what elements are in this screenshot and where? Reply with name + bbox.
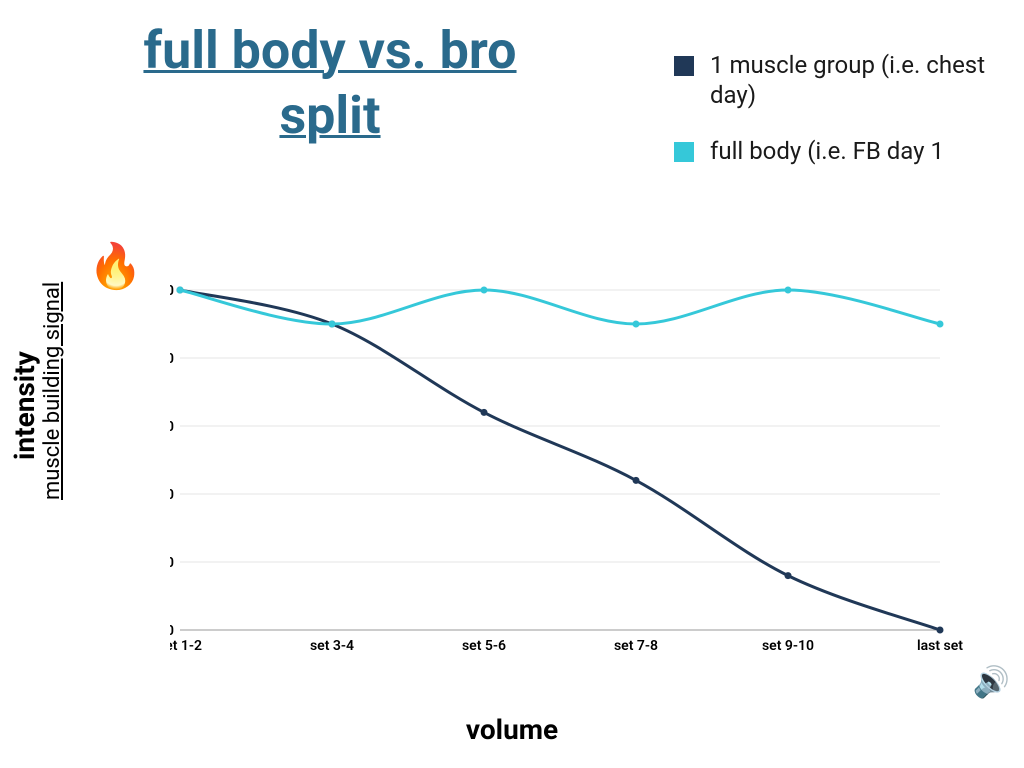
x-tick-label: set 9-10 xyxy=(762,638,814,654)
x-tick-label: last set xyxy=(917,638,963,654)
legend: 1 muscle group (i.e. chest day) full body… xyxy=(674,50,994,192)
y-tick-label: 20 xyxy=(170,487,174,503)
y-tick-label: 30 xyxy=(170,419,174,435)
y-axis-subtitle: muscle building signal xyxy=(40,282,65,500)
full-body-series-marker xyxy=(177,287,184,294)
legend-label: full body (i.e. FB day 1 xyxy=(710,136,944,166)
x-tick-label: set 1-2 xyxy=(170,638,202,654)
y-tick-label: 10 xyxy=(170,555,174,571)
bro-split-series-marker xyxy=(633,477,640,484)
x-tick-label: set 7-8 xyxy=(614,638,658,654)
legend-item: 1 muscle group (i.e. chest day) xyxy=(674,50,994,110)
bro-split-series-marker xyxy=(481,409,488,416)
x-tick-label: set 5-6 xyxy=(462,638,506,654)
y-tick-label: 40 xyxy=(170,351,174,367)
legend-label: 1 muscle group (i.e. chest day) xyxy=(710,50,994,110)
bro-split-series xyxy=(180,290,940,630)
x-axis-title: volume xyxy=(0,713,1024,746)
full-body-series-marker xyxy=(937,321,944,328)
legend-swatch xyxy=(674,56,694,76)
chart-title: full body vs. bro split xyxy=(100,18,560,148)
chart-plot: 0 10 20 30 40 50 set 1-2 set 3-4 set 5-6 set 7-8 s… xyxy=(170,280,970,660)
bro-split-series-marker xyxy=(785,572,792,579)
x-tick-label: set 3-4 xyxy=(310,638,354,654)
full-body-series-marker xyxy=(329,321,336,328)
y-tick-label: 50 xyxy=(170,283,174,299)
speaker-icon[interactable]: 🔊 xyxy=(973,665,1010,700)
legend-item: full body (i.e. FB day 1 xyxy=(674,136,994,166)
bro-split-series-marker xyxy=(937,627,944,634)
full-body-series-marker xyxy=(785,287,792,294)
full-body-series-marker xyxy=(633,321,640,328)
y-axis-title: intensity xyxy=(8,351,41,460)
full-body-series-marker xyxy=(481,287,488,294)
y-tick-label: 0 xyxy=(170,623,174,639)
full-body-series xyxy=(180,290,940,324)
legend-swatch xyxy=(674,142,694,162)
fire-icon: 🔥 xyxy=(88,240,143,292)
